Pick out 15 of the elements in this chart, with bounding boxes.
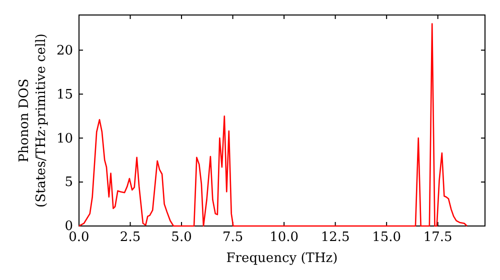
y-tick-label: 10 — [56, 131, 73, 146]
x-tick-label: 5.0 — [171, 230, 192, 246]
x-tick-label: 12.5 — [320, 230, 350, 246]
y-tick-label: 20 — [56, 43, 73, 58]
x-tick-label: 2.5 — [120, 230, 141, 246]
x-tick-label: 10.0 — [270, 230, 299, 246]
y-tick-label: 15 — [56, 87, 73, 102]
line-series — [78, 23, 468, 227]
x-tick-label: 15.0 — [372, 230, 402, 246]
x-tick-label: 7.5 — [222, 230, 244, 246]
x-axis-title: Frequency (THz) — [226, 251, 338, 266]
x-tick-label: 17.5 — [423, 230, 452, 246]
y-axis-title: Phonon DOS (States/THz·primitive cell) — [17, 33, 49, 208]
x-tick-label: 0.0 — [68, 230, 90, 246]
y-tick-label: 5 — [64, 175, 73, 190]
